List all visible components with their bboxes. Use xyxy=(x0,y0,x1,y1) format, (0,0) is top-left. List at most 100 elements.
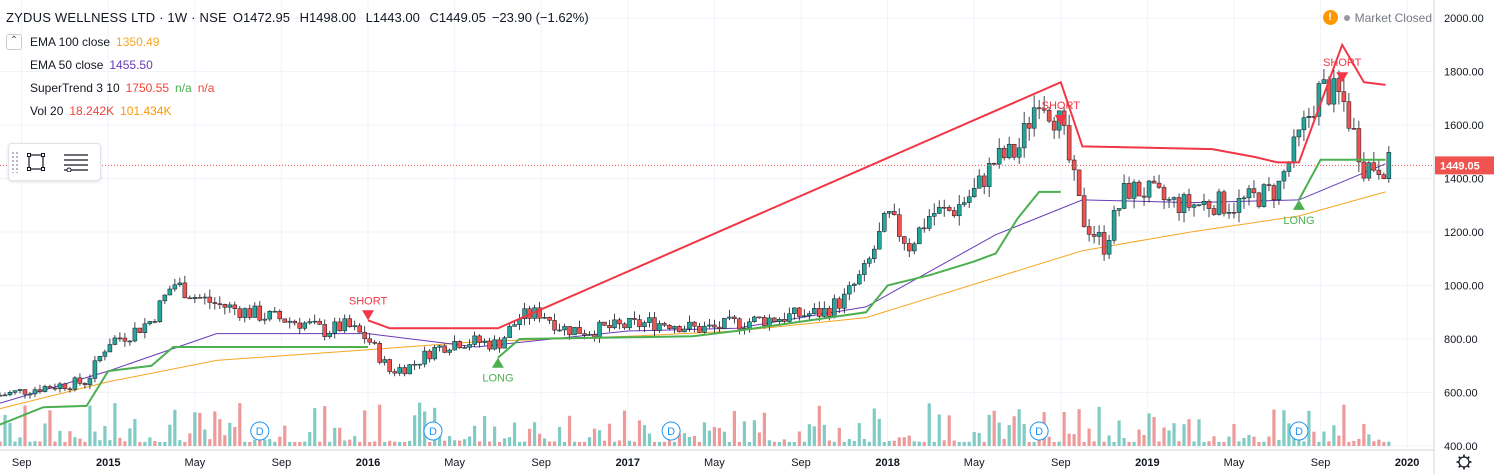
x-tick-label: Sep xyxy=(12,457,32,469)
candle-body xyxy=(1166,199,1172,201)
settings-gear-icon[interactable] xyxy=(1456,454,1472,470)
indicator-ema50[interactable]: EMA 50 close 1455.50 xyxy=(6,53,589,76)
volume-bar xyxy=(612,441,617,446)
candle-body xyxy=(562,326,567,331)
volume-bar xyxy=(1247,434,1251,446)
volume-bar xyxy=(1317,441,1321,446)
candle-body xyxy=(632,318,637,320)
volume-bar xyxy=(892,440,896,446)
candle-body xyxy=(572,327,577,336)
volume-bar xyxy=(413,415,417,446)
candle-body xyxy=(762,317,767,326)
candle-body xyxy=(542,317,547,319)
candle-body xyxy=(667,324,672,329)
indicator-ema100[interactable]: ⌃ EMA 100 close 1350.49 xyxy=(6,30,589,53)
dividend-label: D xyxy=(429,426,437,438)
candle-body xyxy=(1046,109,1052,122)
volume-bar xyxy=(223,435,227,446)
candle-body xyxy=(372,341,377,344)
candle-body xyxy=(212,302,218,304)
volume-bar xyxy=(103,425,107,446)
x-tick-label: May xyxy=(444,457,465,469)
x-tick-label: 2020 xyxy=(1395,457,1419,469)
volume-bar xyxy=(1072,434,1076,446)
volume-bar xyxy=(932,441,936,446)
y-tick-label: 1400.00 xyxy=(1444,174,1484,186)
candle-body xyxy=(1191,204,1197,208)
rectangle-tool-button[interactable] xyxy=(19,147,53,177)
candle-body xyxy=(152,321,158,323)
candle-body xyxy=(986,163,992,187)
candle-body xyxy=(232,304,238,309)
volume-bar xyxy=(632,441,637,446)
volume-bar xyxy=(388,440,392,446)
candle-body xyxy=(1221,191,1227,214)
candle-body xyxy=(1301,117,1307,131)
symbol-title[interactable]: ZYDUS WELLNESS LTD · 1W · NSE xyxy=(6,9,227,25)
candle-body xyxy=(352,325,357,328)
volume-bar xyxy=(278,436,282,446)
volume-bar xyxy=(1197,419,1201,446)
candle-body xyxy=(732,316,737,320)
candle-body xyxy=(707,324,712,327)
candle-body xyxy=(187,297,193,300)
x-tick-label: May xyxy=(184,457,205,469)
candle-body xyxy=(282,318,288,323)
market-status[interactable]: ! Market Closed xyxy=(1322,10,1432,25)
volume-bar xyxy=(977,432,981,446)
indicator-volume[interactable]: Vol 20 18.242K 101.434K xyxy=(6,99,589,122)
volume-bar xyxy=(527,428,532,446)
volume-bar xyxy=(263,439,267,446)
candle-body xyxy=(82,383,88,386)
volume-bar xyxy=(572,441,577,446)
candle-body xyxy=(882,213,887,232)
warning-icon[interactable]: ! xyxy=(1322,10,1338,25)
volume-bar xyxy=(68,431,72,446)
candle-body xyxy=(991,163,997,165)
collapse-chevron-icon[interactable]: ⌃ xyxy=(6,33,22,50)
candle-body xyxy=(62,383,68,390)
volume-bar xyxy=(1082,441,1086,446)
price-axis: 2000.00 1800.00 1600.00 1400.00 1200.00 1000.… xyxy=(1433,0,1494,474)
candle-body xyxy=(1126,183,1132,199)
volume-bar xyxy=(163,441,167,446)
indicator-value: 1750.55 xyxy=(125,80,170,95)
candle-body xyxy=(247,308,253,318)
volume-bar xyxy=(512,422,517,446)
indicator-supertrend[interactable]: SuperTrend 3 10 1750.55 n/a n/a xyxy=(6,76,589,99)
drag-handle-icon[interactable] xyxy=(11,151,19,173)
ohlc-values: O1472.95 H1498.00 L1443.00 C1449.05 xyxy=(227,10,486,25)
candle-body xyxy=(682,328,687,333)
indicator-name: SuperTrend 3 10 xyxy=(30,80,120,95)
volume-bar xyxy=(627,440,632,446)
volume-bar xyxy=(687,436,692,446)
volume-bar xyxy=(852,441,856,446)
volume-bar xyxy=(702,422,707,446)
volume-bar xyxy=(727,441,731,446)
candle-body xyxy=(1296,129,1302,138)
candle-body xyxy=(612,319,617,329)
volume-bar xyxy=(453,440,457,446)
indicator-value-3: n/a xyxy=(197,80,215,95)
candle-body xyxy=(976,175,982,189)
volume-bar xyxy=(902,437,906,446)
candle-body xyxy=(557,329,562,332)
candle-body xyxy=(1211,208,1217,215)
candle-body xyxy=(1051,120,1057,131)
candle-body xyxy=(722,317,727,329)
volume-bar xyxy=(138,441,142,446)
settings-lines-button[interactable] xyxy=(59,147,93,177)
candle-body xyxy=(1271,185,1277,201)
volume-bar xyxy=(792,441,796,446)
candle-body xyxy=(162,294,168,302)
volume-bar xyxy=(203,429,207,446)
volume-bar xyxy=(1102,441,1106,446)
volume-bar xyxy=(1257,441,1261,446)
candle-body xyxy=(807,313,812,316)
candle-body xyxy=(87,378,93,386)
candle-body xyxy=(1341,91,1347,102)
candle-body xyxy=(956,204,962,217)
candle-body xyxy=(877,231,882,250)
volume-bar xyxy=(328,441,332,446)
